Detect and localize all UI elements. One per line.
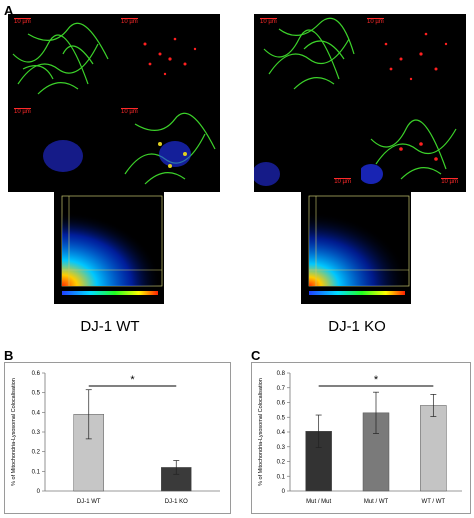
scale-bar: 10 µm (441, 178, 458, 185)
chart-c: % of Mitochondria-Lysosomal Colocalisati… (251, 362, 471, 514)
scale-bar: 10 µm (121, 18, 138, 25)
bar (420, 405, 447, 492)
y-axis-label: % of Mitochondria-Lysosomal Colocalisati… (11, 378, 17, 486)
significance-star: * (374, 374, 379, 386)
wt-mito-image: 10 µm (8, 14, 113, 102)
y-tick-label: 0.4 (32, 410, 41, 416)
wt-merge-image: 10 µm (115, 104, 220, 192)
y-tick-label: 0 (282, 489, 286, 495)
significance-star: * (130, 374, 135, 386)
y-axis-label: % of Mitochondria-Lysosomal Colocalisati… (258, 378, 264, 486)
x-tick-label: WT / WT (422, 499, 446, 505)
y-tick-label: 0.3 (32, 430, 41, 436)
scale-bar: 10 µm (260, 18, 277, 25)
y-tick-label: 0.5 (32, 391, 41, 397)
y-tick-label: 0 (37, 489, 41, 495)
x-tick-label: DJ-1 KO (165, 499, 188, 505)
y-tick-label: 0.6 (32, 371, 41, 377)
y-tick-label: 0.6 (277, 401, 286, 407)
scale-bar: 10 µm (14, 108, 31, 115)
y-tick-label: 0.7 (277, 386, 286, 392)
wt-group-label: DJ-1 WT (80, 318, 140, 335)
ko-lyso-image: 10 µm (361, 14, 466, 102)
ko-scatterplot (301, 192, 411, 304)
x-tick-label: Mut / WT (364, 499, 389, 505)
scale-bar: 10 µm (14, 18, 31, 25)
chart-b: % of Mitochondria-Lysosomal Colocalisati… (4, 362, 231, 514)
wt-scatterplot (54, 192, 164, 304)
wt-nucleus-image: 10 µm (8, 104, 113, 192)
y-tick-label: 0.2 (32, 450, 41, 456)
y-tick-label: 0.1 (32, 469, 41, 475)
ko-merge-image: 10 µm (361, 104, 466, 192)
panel-letter-b: B (4, 348, 14, 363)
panel-letter-c: C (251, 348, 261, 363)
wt-micrograph-grid: 10 µm 10 µm 10 µm 10 µm (8, 14, 220, 192)
chart-b-svg: % of Mitochondria-Lysosomal Colocalisati… (11, 371, 220, 505)
wt-lyso-image: 10 µm (115, 14, 220, 102)
y-tick-label: 0.1 (277, 474, 286, 480)
x-tick-label: Mut / Mut (306, 499, 331, 505)
panel-letter-a: A (4, 3, 14, 18)
y-tick-label: 0.8 (277, 371, 286, 377)
scale-bar: 10 µm (334, 178, 351, 185)
y-tick-label: 0.5 (277, 415, 286, 421)
ko-nucleus-image: 10 µm (254, 104, 359, 192)
ko-micrograph-grid: 10 µm 10 µm 10 µm 10 µm (254, 14, 466, 192)
scale-bar: 10 µm (121, 108, 138, 115)
ko-group-label: DJ-1 KO (328, 318, 386, 335)
y-tick-label: 0.4 (277, 430, 286, 436)
x-tick-label: DJ-1 WT (77, 499, 101, 505)
chart-c-svg: % of Mitochondria-Lysosomal Colocalisati… (258, 371, 462, 505)
scale-bar: 10 µm (367, 18, 384, 25)
y-tick-label: 0.2 (277, 460, 286, 466)
y-tick-label: 0.3 (277, 445, 286, 451)
ko-mito-image: 10 µm (254, 14, 359, 102)
